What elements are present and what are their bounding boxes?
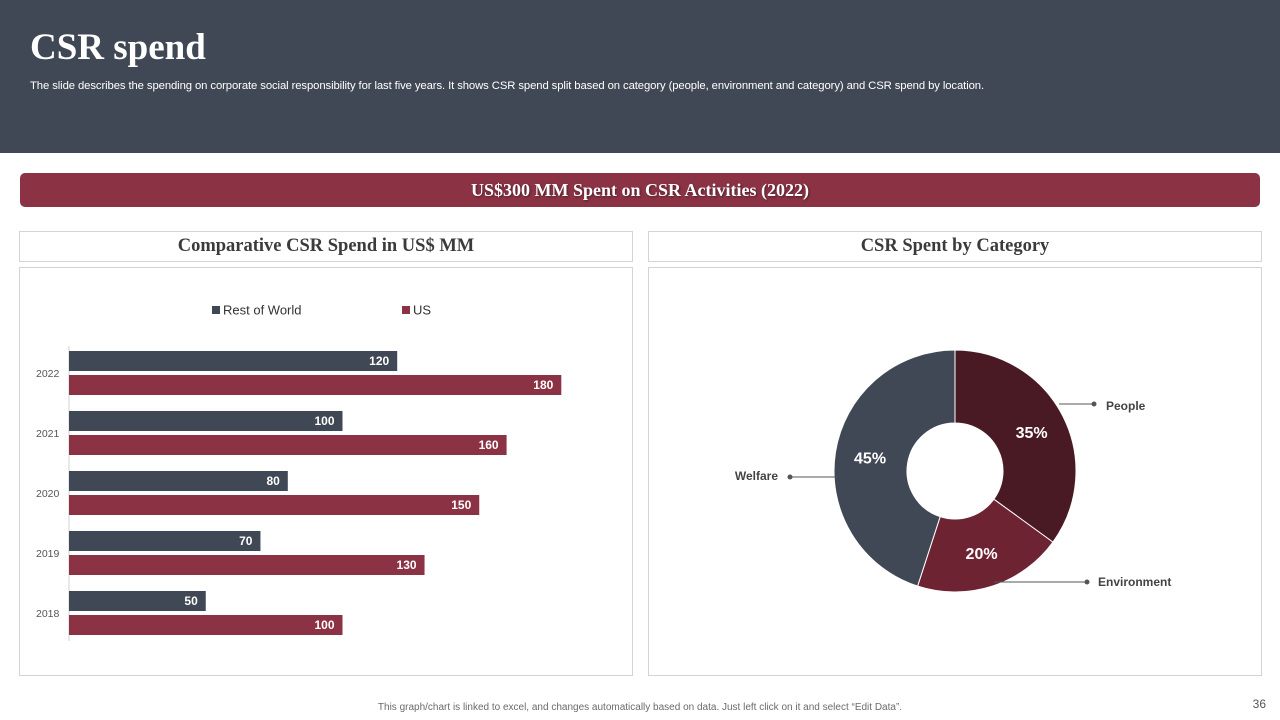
leader-dot <box>787 474 793 480</box>
header-bar: CSR spend The slide describes the spendi… <box>0 0 1280 153</box>
bar-us-2021[interactable] <box>69 435 507 455</box>
category-label-environment: Environment <box>1098 575 1171 589</box>
bar-data-label: 70 <box>239 534 253 548</box>
y-tick-label: 2020 <box>36 488 60 500</box>
page-title: CSR spend <box>30 27 206 68</box>
slice-value-label: 45% <box>854 451 886 468</box>
bar-chart-title: Comparative CSR Spend in US$ MM <box>19 231 633 262</box>
y-tick-label: 2021 <box>36 428 60 440</box>
bar-us-2022[interactable] <box>69 375 562 395</box>
slice-value-label: 20% <box>966 546 998 563</box>
bar-data-label: 100 <box>314 414 334 428</box>
slice-value-label: 35% <box>1016 425 1048 442</box>
bar-data-label: 160 <box>479 438 499 452</box>
bar-data-label: 180 <box>533 378 553 392</box>
donut-chart-panel: 35% 20% 45% People Environment Welfare <box>648 267 1262 676</box>
leader-dot <box>1084 579 1090 585</box>
y-tick-label: 2019 <box>36 548 60 560</box>
bar-data-label: 150 <box>451 498 471 512</box>
y-tick-label: 2018 <box>36 608 60 620</box>
bar-rest-of-world-2021[interactable] <box>69 411 343 431</box>
y-tick-label: 2022 <box>36 368 60 380</box>
bar-rest-of-world-2020[interactable] <box>69 471 288 491</box>
legend-swatch-1 <box>402 306 410 314</box>
page-number: 36 <box>1252 697 1266 711</box>
legend-label-1: US <box>413 303 431 318</box>
category-label-welfare: Welfare <box>735 469 778 483</box>
donut-chart[interactable]: 35% 20% 45% People Environment Welfare <box>649 268 1261 675</box>
bar-us-2018[interactable] <box>69 615 343 635</box>
bar-chart-panel: Rest of World US 2022 120 180 2021 100 160 2020 8… <box>19 267 633 676</box>
slice-people[interactable] <box>954 349 1077 543</box>
bar-chart[interactable]: Rest of World US 2022 120 180 2021 100 160 2020 8… <box>20 268 632 675</box>
bar-data-label: 100 <box>314 618 334 632</box>
bar-us-2019[interactable] <box>69 555 425 575</box>
bar-data-label: 120 <box>369 354 389 368</box>
legend-label-0: Rest of World <box>223 303 302 318</box>
bar-data-label: 130 <box>397 558 417 572</box>
bar-rest-of-world-2022[interactable] <box>69 351 398 371</box>
donut-chart-title: CSR Spent by Category <box>648 231 1262 262</box>
bar-rest-of-world-2018[interactable] <box>69 591 206 611</box>
slice-environment[interactable] <box>916 498 1054 593</box>
leader-dot <box>1091 401 1097 407</box>
page-subtitle: The slide describes the spending on corp… <box>30 80 985 92</box>
summary-banner: US$300 MM Spent on CSR Activities (2022) <box>20 173 1260 207</box>
legend-swatch-0 <box>212 306 220 314</box>
bar-rest-of-world-2019[interactable] <box>69 531 261 551</box>
bar-us-2020[interactable] <box>69 495 480 515</box>
footer-note: This graph/chart is linked to excel, and… <box>377 702 903 713</box>
slice-welfare[interactable] <box>833 349 956 587</box>
bar-data-label: 80 <box>266 474 280 488</box>
bar-data-label: 50 <box>184 594 198 608</box>
category-label-people: People <box>1106 399 1146 413</box>
